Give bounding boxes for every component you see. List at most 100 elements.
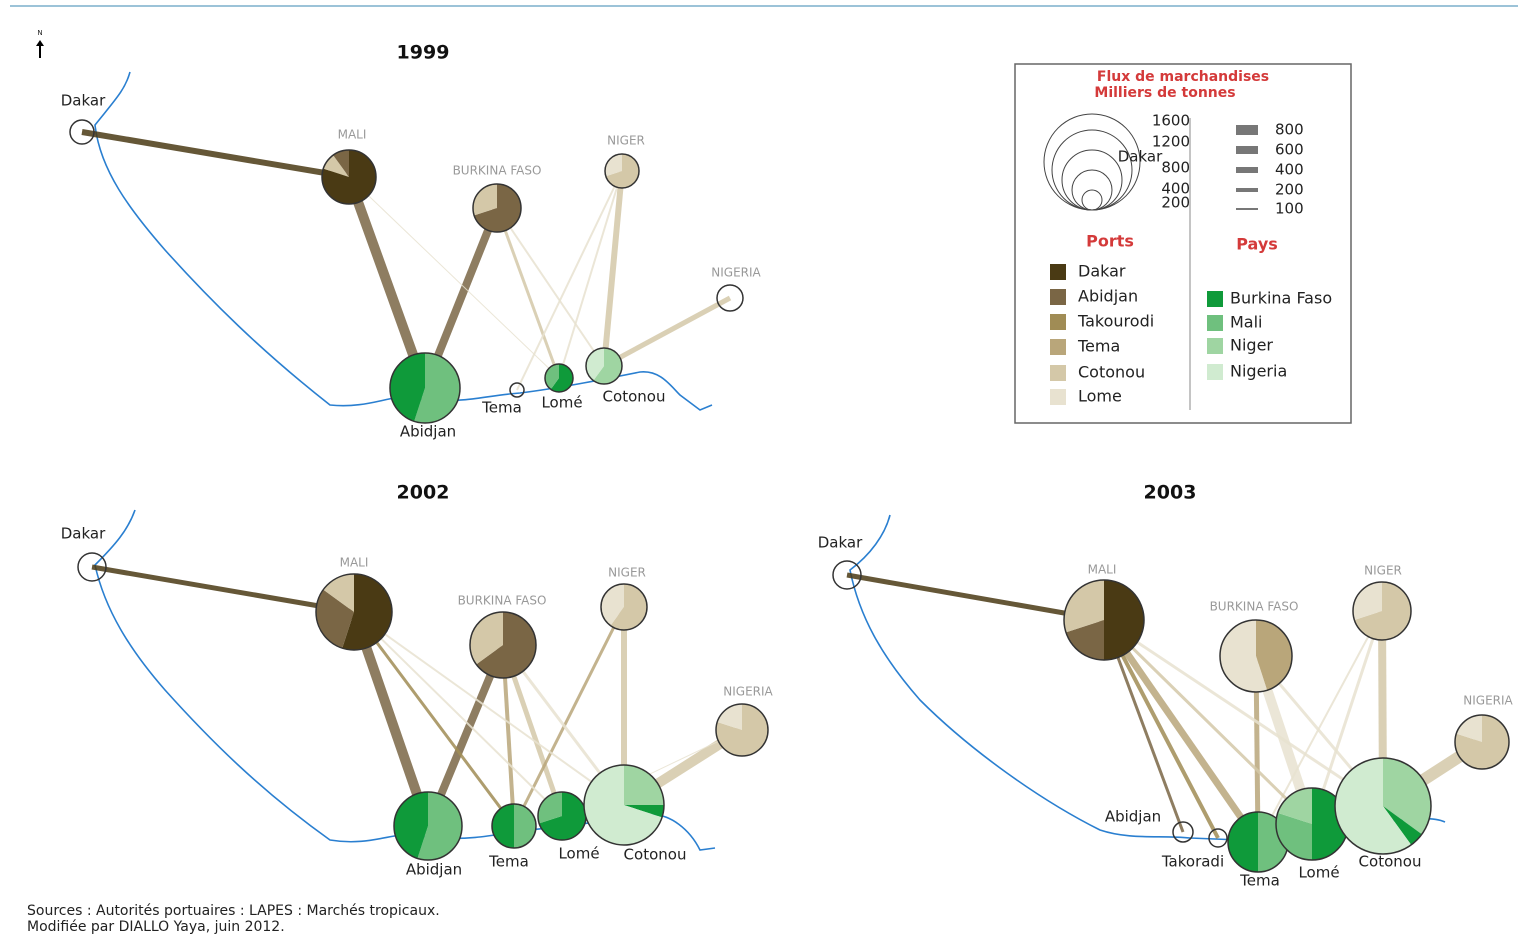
port-item: Tema <box>1077 337 1120 356</box>
flow <box>495 207 561 379</box>
map-title: 2002 <box>397 482 450 504</box>
node-outline <box>600 583 648 631</box>
flow <box>348 176 560 379</box>
node-outline <box>604 153 640 189</box>
flow <box>344 175 430 390</box>
pie-slice <box>1335 758 1412 855</box>
flow <box>91 564 355 615</box>
legend-box <box>1014 63 1352 424</box>
port-label: Cotonou <box>603 388 666 406</box>
pie-slice <box>414 353 460 424</box>
port-label: Dakar <box>61 92 106 110</box>
node-outline <box>315 573 393 651</box>
map-title: 1999 <box>397 42 450 64</box>
pie-slice <box>514 804 536 848</box>
country-label: NIGERIA <box>1463 694 1513 708</box>
country-label: MALI <box>1088 563 1117 577</box>
node-outline <box>1334 757 1432 855</box>
width-sample <box>1236 208 1258 210</box>
width-label: 600 <box>1275 141 1304 159</box>
port-label: Lomé <box>541 394 582 412</box>
node-outline <box>77 552 107 582</box>
swatch <box>1207 315 1223 331</box>
pie-slice <box>470 612 503 665</box>
flow <box>1101 618 1261 844</box>
country-label: BURKINA FASO <box>1210 600 1299 614</box>
country-label: NIGER <box>608 566 646 580</box>
pie-slice <box>474 183 522 233</box>
pie-slice <box>390 353 425 422</box>
pie-slice <box>417 792 462 860</box>
port-item: Lome <box>1078 387 1122 406</box>
width-sample <box>1236 188 1258 192</box>
node-outline <box>491 803 537 849</box>
port-label: Tema <box>1239 872 1280 890</box>
pie-slice <box>1065 620 1104 660</box>
source: Modifiée par DIALLO Yaya, juin 2012. <box>27 919 285 935</box>
node-outline <box>509 382 525 398</box>
pays-item: Niger <box>1230 336 1273 355</box>
swatch <box>1050 365 1066 381</box>
port-label: Abidjan <box>406 861 462 879</box>
port-label: Lomé <box>1298 864 1339 882</box>
pie-slice <box>1219 620 1268 693</box>
width-sample <box>1236 146 1258 154</box>
pie-slice <box>593 348 623 384</box>
pie-slice <box>550 364 574 393</box>
node-outline <box>69 119 95 145</box>
pays-item: Nigeria <box>1230 362 1287 381</box>
swatch <box>1207 338 1223 354</box>
node-outline <box>1172 821 1194 843</box>
pie-slice <box>624 765 664 805</box>
node-outline <box>472 183 522 233</box>
pie-slice <box>1276 812 1312 860</box>
size-label: 1200 <box>1152 133 1190 151</box>
node-outline <box>583 764 665 846</box>
size-label: 400 <box>1161 180 1190 198</box>
pie-slice <box>605 154 622 177</box>
pie-slice <box>601 584 624 626</box>
port-label: Abidjan <box>400 423 456 441</box>
country-label: NIGER <box>1364 564 1402 578</box>
swatch <box>1050 264 1066 280</box>
port-item: Cotonou <box>1078 363 1145 382</box>
swatch <box>1050 389 1066 405</box>
country-label: BURKINA FASO <box>453 164 542 178</box>
pie-slice <box>393 792 428 859</box>
ports-title: Ports <box>1086 232 1134 251</box>
pie-slice <box>545 364 559 390</box>
pie-slice <box>323 574 354 612</box>
swatch <box>1050 314 1066 330</box>
country-label: BURKINA FASO <box>458 594 547 608</box>
width-label: 100 <box>1275 200 1304 218</box>
node-outline <box>1063 579 1145 661</box>
swatch <box>1050 339 1066 355</box>
port-label: Cotonou <box>624 846 687 864</box>
country-label: NIGERIA <box>711 266 761 280</box>
node-outline <box>544 363 574 393</box>
pie-slice <box>1354 582 1411 640</box>
pie-slice <box>537 792 562 824</box>
flow <box>352 611 516 827</box>
pie-slice <box>476 612 537 679</box>
flow <box>353 611 563 817</box>
pie-slice <box>586 348 604 381</box>
pie-slice <box>1353 582 1382 620</box>
port-label: Dakar <box>818 534 863 552</box>
pie-slice <box>492 804 514 848</box>
size-example: Dakar <box>1118 148 1163 166</box>
port-label: Tema <box>481 399 522 417</box>
pie-slice <box>333 150 349 177</box>
pie-slice <box>583 765 663 845</box>
width-sample <box>1236 167 1258 173</box>
flow <box>1103 618 1384 808</box>
node-outline <box>1352 581 1412 641</box>
flow <box>558 170 623 379</box>
pie-slice <box>1256 620 1292 691</box>
pie-slice <box>323 155 349 177</box>
legend-title: Milliers de tonnes <box>1094 85 1235 101</box>
size-label: 1600 <box>1152 112 1190 130</box>
port-label: Tema <box>488 853 529 871</box>
size-circle <box>1081 189 1103 211</box>
